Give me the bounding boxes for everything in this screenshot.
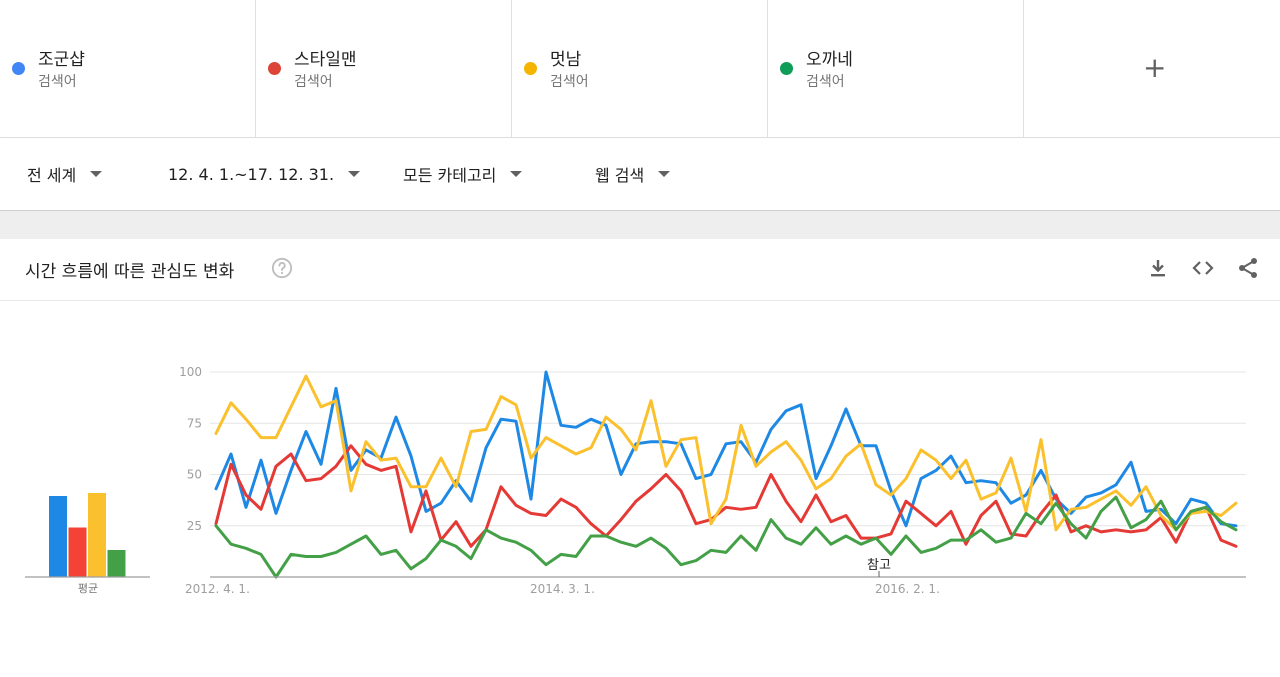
caret-down-icon bbox=[90, 171, 103, 177]
term-card-1[interactable]: 조군샵 검색어 bbox=[0, 0, 256, 138]
annotation-label[interactable]: 참고 bbox=[867, 558, 891, 573]
x-tick-label: 2016. 2. 1. bbox=[875, 582, 940, 596]
download-icon[interactable] bbox=[1146, 256, 1170, 280]
term-name: 멋남 bbox=[550, 50, 582, 70]
term-type: 검색어 bbox=[38, 74, 77, 90]
term-name: 오까네 bbox=[806, 50, 853, 70]
average-bar bbox=[68, 527, 87, 577]
term-name: 조군샵 bbox=[38, 50, 85, 70]
caret-down-icon bbox=[658, 171, 671, 177]
average-bar bbox=[49, 496, 67, 577]
search-terms-bar: 조군샵 검색어 스타일맨 검색어 멋남 검색어 오까네 검색어 + bbox=[0, 0, 1280, 138]
term-type: 검색어 bbox=[806, 74, 845, 90]
gridlines: 25 50 75 100 bbox=[179, 365, 1246, 533]
card-title: 시간 흐름에 따른 관심도 변화 bbox=[25, 262, 235, 282]
date-range-label: 12. 4. 1.~17. 12. 31. bbox=[168, 164, 335, 184]
series-lines bbox=[214, 370, 1238, 579]
term-type: 검색어 bbox=[294, 74, 333, 90]
caret-down-icon bbox=[510, 171, 523, 177]
term-card-3[interactable]: 멋남 검색어 bbox=[512, 0, 768, 138]
term-card-2[interactable]: 스타일맨 검색어 bbox=[256, 0, 512, 138]
plus-icon: + bbox=[1143, 51, 1167, 84]
add-term-button[interactable]: + bbox=[1024, 0, 1280, 137]
term-color-dot bbox=[780, 62, 793, 75]
term-type: 검색어 bbox=[550, 74, 589, 90]
section-gap bbox=[0, 211, 1280, 239]
term-color-dot bbox=[268, 62, 281, 75]
term-name: 스타일맨 bbox=[294, 50, 357, 70]
average-bar bbox=[107, 550, 126, 577]
region-dropdown[interactable]: 전 세계 bbox=[27, 162, 103, 186]
average-bars: 평균 bbox=[25, 493, 150, 595]
share-icon[interactable] bbox=[1236, 256, 1260, 280]
term-card-4[interactable]: 오까네 검색어 bbox=[768, 0, 1024, 138]
date-range-dropdown[interactable]: 12. 4. 1.~17. 12. 31. bbox=[168, 162, 361, 186]
y-tick-label: 50 bbox=[187, 468, 202, 482]
x-axis: 2012. 4. 1. 2014. 3. 1. 2016. 2. 1. 참고 bbox=[185, 558, 1246, 596]
series-line[interactable] bbox=[214, 370, 1238, 528]
caret-down-icon bbox=[348, 171, 361, 177]
search-type-label: 웹 검색 bbox=[595, 166, 645, 185]
series-line[interactable] bbox=[214, 495, 1238, 579]
x-tick-label: 2014. 3. 1. bbox=[530, 582, 595, 596]
category-dropdown[interactable]: 모든 카테고리 bbox=[403, 162, 523, 186]
embed-icon[interactable] bbox=[1191, 256, 1215, 280]
interest-chart: 평균 25 50 75 100 2012. 4. 1. 2014. 3. 1. 2016.… bbox=[25, 365, 1246, 596]
y-tick-label: 75 bbox=[187, 416, 202, 430]
y-tick-label: 100 bbox=[179, 365, 202, 379]
y-tick-label: 25 bbox=[187, 519, 202, 533]
search-type-dropdown[interactable]: 웹 검색 bbox=[595, 162, 671, 186]
average-bar bbox=[88, 493, 106, 577]
average-label: 평균 bbox=[78, 582, 98, 595]
chart-area: 평균 25 50 75 100 2012. 4. 1. 2014. 3. 1. 2016.… bbox=[0, 301, 1280, 673]
filter-bar: 전 세계 12. 4. 1.~17. 12. 31. 모든 카테고리 웹 검색 bbox=[0, 138, 1280, 211]
category-label: 모든 카테고리 bbox=[403, 166, 497, 185]
x-tick-label: 2012. 4. 1. bbox=[185, 582, 250, 596]
term-color-dot bbox=[12, 62, 25, 75]
help-icon[interactable] bbox=[271, 257, 293, 279]
series-line[interactable] bbox=[214, 444, 1238, 548]
region-label: 전 세계 bbox=[27, 166, 77, 185]
term-color-dot bbox=[524, 62, 537, 75]
interest-over-time-header: 시간 흐름에 따른 관심도 변화 bbox=[0, 239, 1280, 301]
